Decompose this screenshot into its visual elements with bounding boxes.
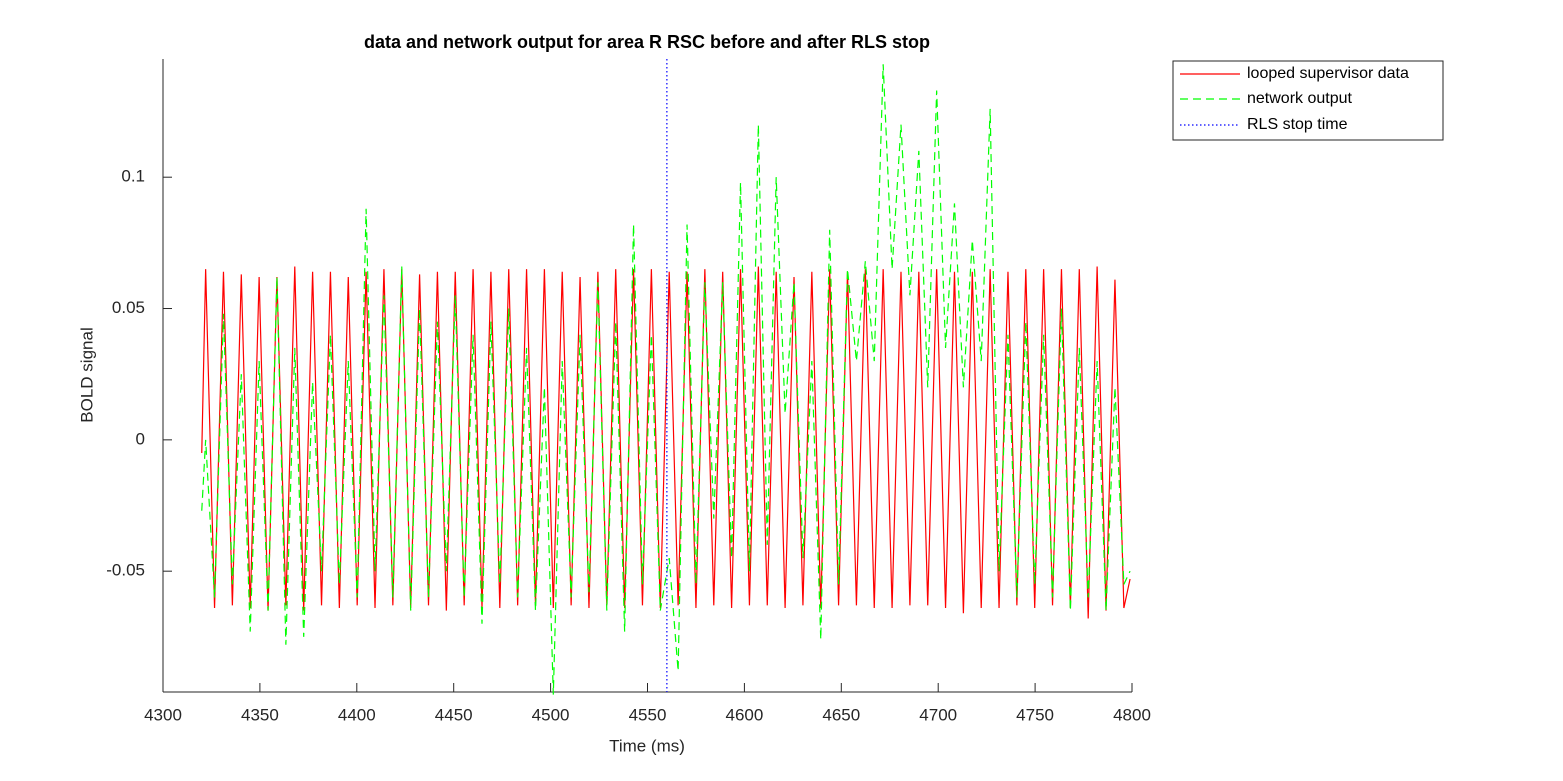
x-tick-label: 4600 — [725, 705, 763, 724]
x-tick-label: 4400 — [338, 705, 376, 724]
y-axis-label: BOLD signal — [77, 327, 96, 422]
legend-label: looped supervisor data — [1247, 65, 1409, 82]
legend: looped supervisor data network output RL… — [1172, 60, 1444, 141]
data-line — [201, 266, 1131, 619]
x-tick-label: 4550 — [629, 705, 667, 724]
x-tick-label: 4700 — [919, 705, 957, 724]
data-line — [201, 64, 1131, 695]
chart-title: data and network output for area R RSC b… — [364, 32, 930, 52]
x-tick-label: 4450 — [435, 705, 473, 724]
x-axis-label: Time (ms) — [609, 736, 685, 755]
x-tick-label: 4650 — [822, 705, 860, 724]
y-tick-label: 0 — [136, 429, 145, 448]
x-tick-label: 4500 — [532, 705, 570, 724]
x-tick-label: 4800 — [1113, 705, 1151, 724]
x-tick-label: 4350 — [241, 705, 279, 724]
x-tick-label: 4300 — [144, 705, 182, 724]
y-tick-label: 0.1 — [121, 167, 145, 186]
y-tick-label: -0.05 — [106, 561, 145, 580]
x-tick-label: 4750 — [1016, 705, 1054, 724]
legend-label: network output — [1247, 90, 1353, 107]
y-tick-label: 0.05 — [112, 298, 145, 317]
legend-label: RLS stop time — [1247, 116, 1348, 133]
